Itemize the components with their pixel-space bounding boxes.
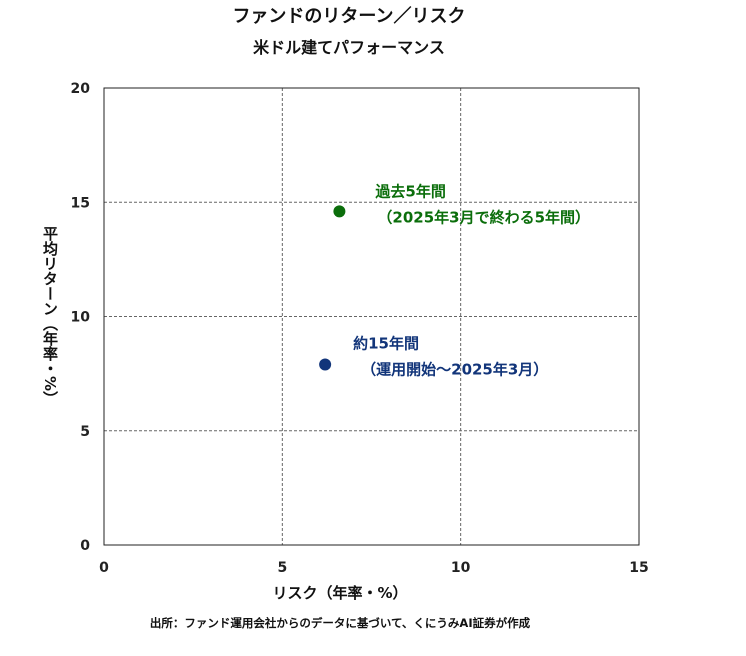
y-tick-label: 15 (71, 195, 90, 211)
chart-subtitle: 米ドル建てパフォーマンス (253, 38, 445, 57)
source-note: 出所：ファンド運用会社からのデータに基づいて、くにうみAI証券が作成 (150, 616, 531, 630)
data-point (333, 205, 346, 218)
y-tick-label: 10 (71, 310, 91, 326)
data-points: 過去5年間 （2025年3月で終わる5年間） 約15年間 （運用開始～2025年3月） (319, 182, 590, 378)
grid (104, 88, 639, 545)
point-annotation: 約15年間 (353, 334, 419, 352)
point-annotation: （運用開始～2025年3月） (361, 360, 548, 378)
x-tick-label: 10 (451, 560, 471, 576)
point-annotation: 過去5年間 (374, 182, 445, 200)
y-tick-label: 5 (80, 424, 90, 440)
chart-title: ファンドのリターン／リスク (232, 6, 465, 27)
x-axis-label: リスク（年率・%） (272, 584, 407, 602)
data-point (319, 358, 332, 371)
x-tick-label: 5 (277, 560, 287, 576)
x-tick-label: 15 (629, 560, 648, 576)
plot-area (103, 87, 640, 546)
x-tick-label: 0 (99, 560, 109, 576)
tick-labels: 0 5 10 15 0 5 10 15 20 (71, 81, 649, 576)
y-axis-label: 平均リターン（年率・%） (41, 226, 59, 406)
y-tick-label: 0 (80, 538, 90, 554)
y-tick-label: 20 (71, 81, 91, 97)
point-annotation: （2025年3月で終わる5年間） (377, 208, 590, 226)
